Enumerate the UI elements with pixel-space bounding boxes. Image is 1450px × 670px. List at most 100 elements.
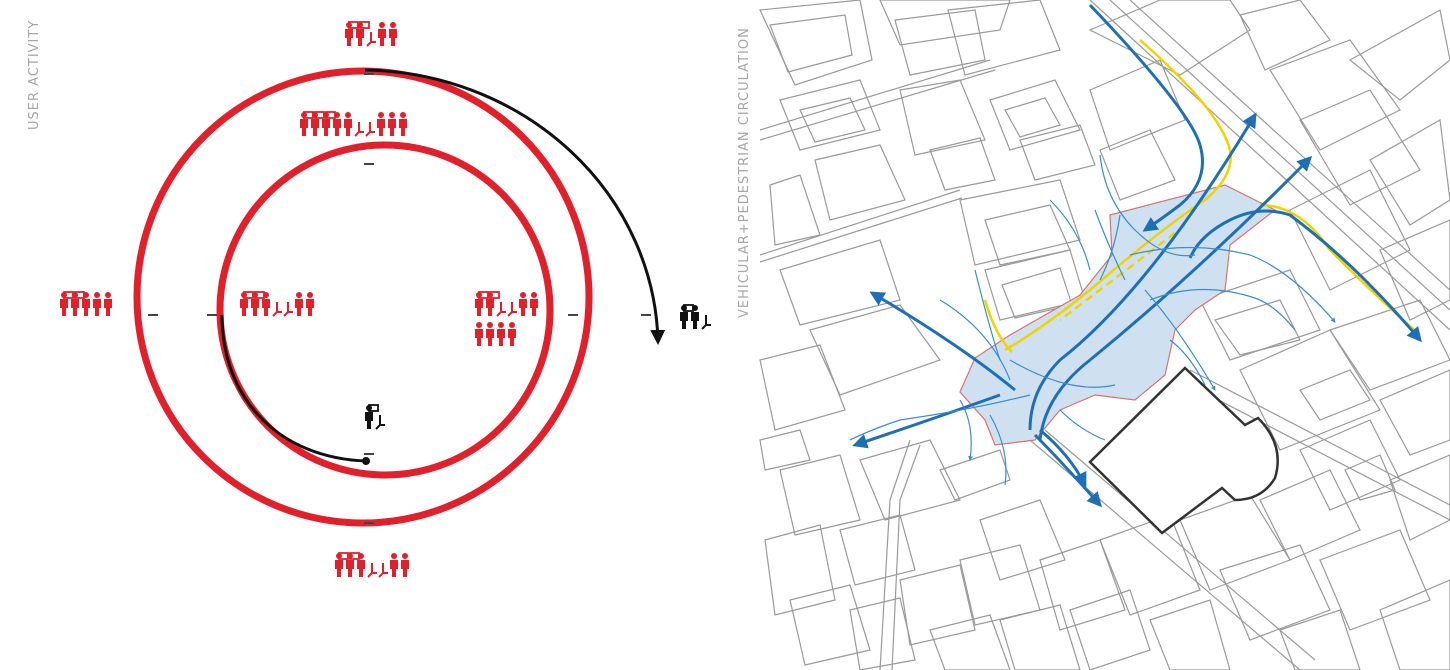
outer-ring <box>133 67 593 527</box>
building-footprints <box>759 0 1450 670</box>
person-head <box>72 292 78 298</box>
person-body <box>388 119 396 136</box>
circulation-panel: VEHICULAR+PEDESTRIAN CIRCULATION <box>737 0 1450 670</box>
person-body <box>486 299 494 316</box>
cluster-bottom-outer <box>335 552 409 578</box>
cluster-center-dark <box>365 404 385 430</box>
person-body <box>691 312 699 329</box>
person-head <box>94 292 100 298</box>
person-body <box>311 119 319 136</box>
person-sitting-icon <box>375 415 385 430</box>
person-head <box>323 112 329 118</box>
person-head <box>400 112 406 118</box>
person-head <box>498 322 504 328</box>
person-head <box>487 292 493 298</box>
person-body <box>104 299 112 316</box>
person-head <box>346 22 352 28</box>
cluster-top-outer <box>345 21 397 47</box>
person-head <box>402 553 408 559</box>
inner-black-arc <box>220 314 367 463</box>
person-head <box>252 292 258 298</box>
person-body <box>322 119 330 136</box>
person-sitting-icon <box>496 302 506 317</box>
person-head <box>61 292 67 298</box>
person-head <box>307 292 313 298</box>
person-sitting-icon <box>701 315 711 330</box>
person-body <box>335 560 343 577</box>
person-body <box>346 560 354 577</box>
person-sitting-icon <box>283 302 293 317</box>
person-body <box>357 560 365 577</box>
person-body <box>333 119 341 136</box>
person-sitting-icon <box>365 122 375 137</box>
person-head <box>345 112 351 118</box>
cluster-top-inner <box>300 111 407 137</box>
person-body <box>82 299 90 316</box>
person-head <box>366 405 372 411</box>
person-body <box>71 299 79 316</box>
outer-black-arc <box>364 68 666 345</box>
person-head <box>83 292 89 298</box>
person-body <box>530 299 538 316</box>
person-body <box>389 29 397 46</box>
inner-ring <box>216 141 554 479</box>
person-body <box>262 299 270 316</box>
person-head <box>531 292 537 298</box>
person-body <box>306 299 314 316</box>
person-body <box>475 329 483 346</box>
person-head <box>263 292 269 298</box>
ring-ticks <box>148 73 651 524</box>
person-body <box>486 329 494 346</box>
person-head <box>336 553 342 559</box>
landmark-building <box>1088 366 1279 535</box>
person-body <box>344 119 352 136</box>
person-body <box>475 299 483 316</box>
person-head <box>520 292 526 298</box>
person-head <box>358 553 364 559</box>
person-body <box>240 299 248 316</box>
person-head <box>301 112 307 118</box>
cluster-right-inner <box>475 291 538 346</box>
person-body <box>356 29 364 46</box>
person-sitting-icon <box>354 122 364 137</box>
person-head <box>379 22 385 28</box>
person-sitting-icon <box>378 563 388 578</box>
person-body <box>680 312 688 329</box>
inner-arc-start-dot <box>362 457 370 465</box>
person-body <box>251 299 259 316</box>
person-head <box>509 322 515 328</box>
person-head <box>681 305 687 311</box>
person-body <box>93 299 101 316</box>
person-body <box>519 299 527 316</box>
person-head <box>476 292 482 298</box>
person-sitting-icon <box>367 563 377 578</box>
person-head <box>378 112 384 118</box>
person-body <box>365 412 373 429</box>
person-body <box>401 560 409 577</box>
person-head <box>241 292 247 298</box>
cluster-left-outer <box>60 291 112 316</box>
person-head <box>296 292 302 298</box>
person-body <box>377 119 385 136</box>
person-body <box>497 329 505 346</box>
user-activity-panel: USER ACTIVITY <box>27 20 711 578</box>
person-body <box>300 119 308 136</box>
person-body <box>378 29 386 46</box>
person-body <box>60 299 68 316</box>
person-head <box>389 112 395 118</box>
person-head <box>357 22 363 28</box>
person-body <box>390 560 398 577</box>
person-sitting-icon <box>507 302 517 317</box>
person-body <box>295 299 303 316</box>
person-head <box>312 112 318 118</box>
person-sitting-icon <box>272 302 282 317</box>
cluster-left-inner <box>240 291 314 317</box>
person-head <box>476 322 482 328</box>
person-sitting-icon <box>366 32 376 47</box>
circulation-title: VEHICULAR+PEDESTRIAN CIRCULATION <box>737 27 752 318</box>
plaza-area <box>959 184 1277 446</box>
person-head <box>105 292 111 298</box>
person-body <box>508 329 516 346</box>
person-head <box>347 553 353 559</box>
